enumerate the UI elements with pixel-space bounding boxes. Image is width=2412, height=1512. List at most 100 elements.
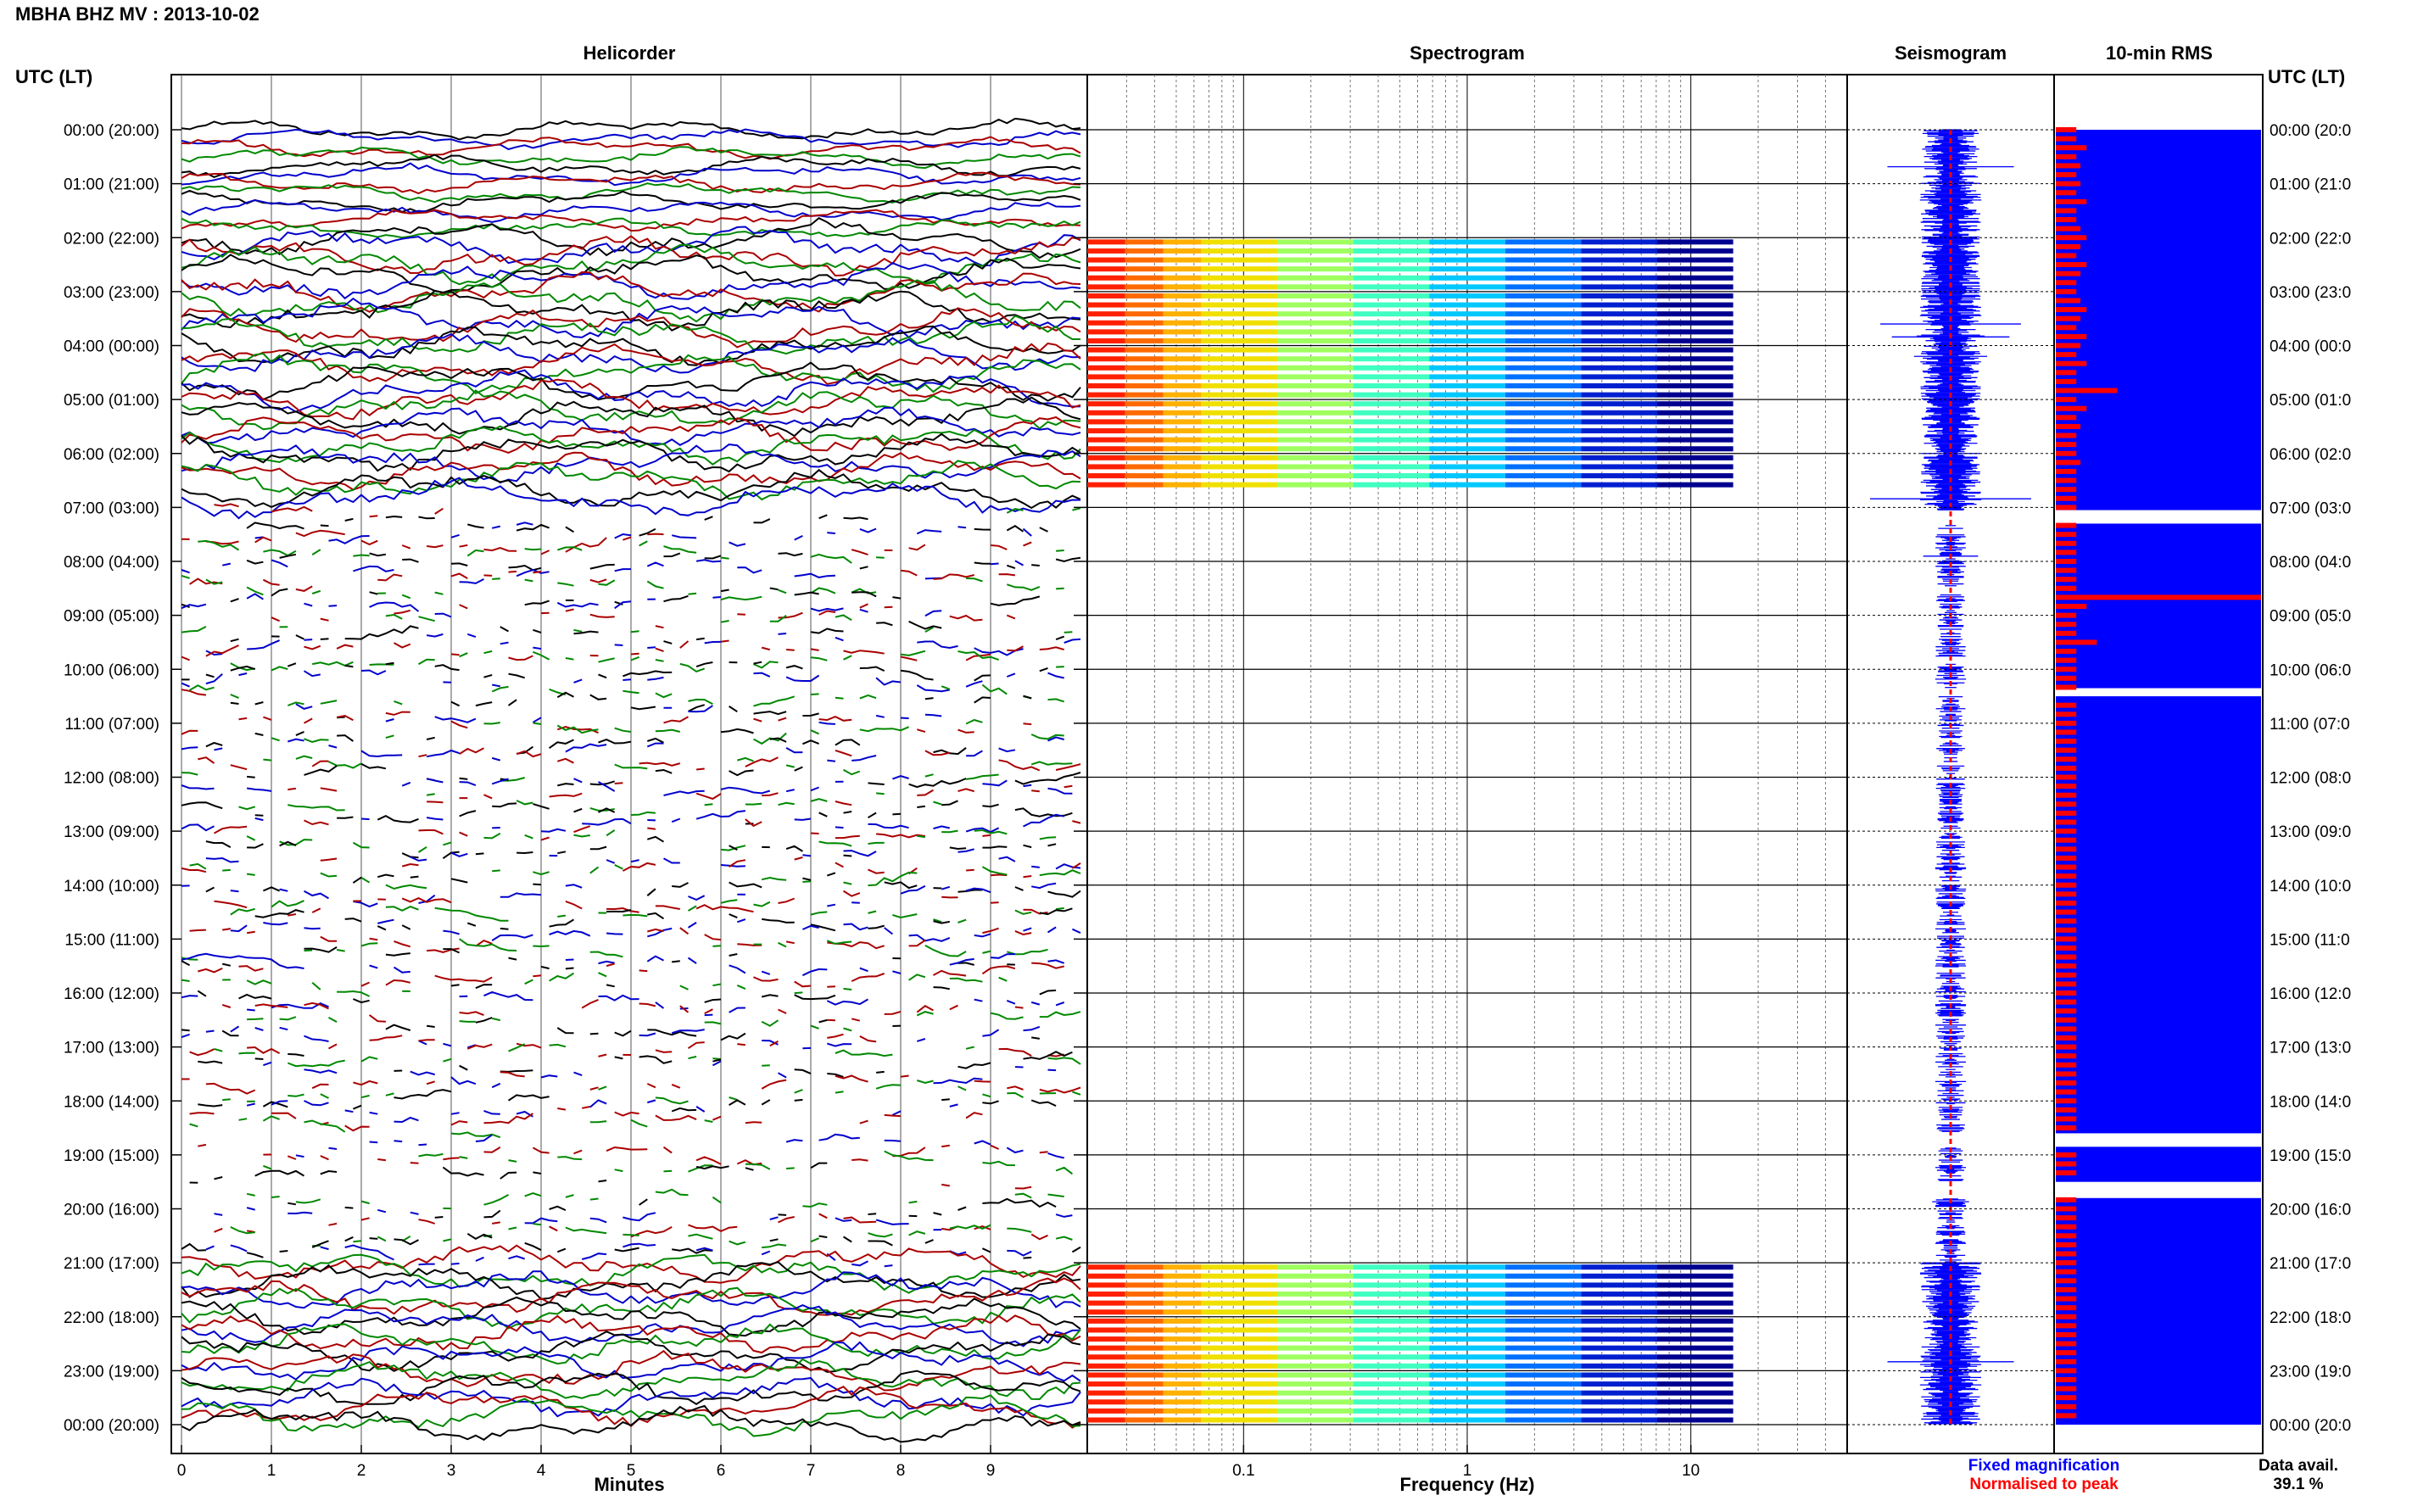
spectrogram-cell [1505,1390,1582,1396]
minute-tick-label: 4 [537,1462,546,1480]
spectrogram-cell [1163,293,1202,298]
hour-label-left: 06:00 (02:00) [64,446,159,464]
rms-bar [2056,208,2077,214]
spectrogram-cell [1353,1282,1430,1288]
helicorder-trace [205,872,1081,898]
spectrogram-cell [1277,410,1354,416]
rms-bar [2056,442,2077,448]
helicorder-trace [198,962,1064,988]
rms-bar [2056,612,2077,618]
spectrogram-cell [1353,473,1430,479]
spectrogram-cell [1429,1273,1505,1279]
spectrogram-cell [1581,1390,1657,1396]
rms-bar [2056,1044,2077,1050]
spectrogram-cell [1163,1399,1202,1405]
spectrogram-cell [1125,464,1164,470]
rms-bar [2056,882,2077,888]
rms-bar [2056,352,2077,358]
spectrogram-cell [1505,392,1582,398]
rms-bar [2056,559,2077,564]
spectrogram-cell [1657,248,1734,254]
spectrogram-cell [1657,338,1734,343]
spectrogram-cell [1277,248,1354,254]
spectrogram-cell [1581,1399,1657,1405]
helicorder-trace [295,1133,1064,1159]
spectrogram-cell [1581,248,1657,254]
hour-label-left: 03:00 (23:00) [64,284,159,302]
spectrogram-cell [1087,419,1125,425]
rms-bar [2056,1071,2077,1077]
spectrogram-cell [1581,347,1657,353]
rms-bar [2056,370,2077,376]
minute-tick-label: 0 [177,1462,187,1480]
spectrogram-cell [1087,329,1125,335]
spectrogram-cell [1125,1318,1164,1324]
spectrogram-cell [1353,1273,1430,1279]
spectrogram-cell [1657,275,1734,281]
rms-bar [2056,307,2087,313]
spectrogram-cell [1657,1354,1734,1360]
helicorder-trace [181,289,1081,332]
helicorder-trace [181,1323,1081,1365]
spectrogram-cell [1201,257,1277,263]
helicorder-trace [197,984,1057,1004]
helicorder-trace [181,189,1081,214]
hour-label-right: 10:00 (06:0 [2270,661,2351,679]
spectrogram-cell [1087,383,1125,389]
spectrogram-cell [1581,356,1657,362]
spectrogram-cell [1125,1273,1164,1279]
spectrogram-cell [1125,1354,1164,1360]
spectrogram-cell [1505,428,1582,434]
spectrogram-cell [1581,1345,1657,1351]
spectrogram-cell [1657,266,1734,272]
spectrogram-cell [1505,284,1582,290]
spectrogram-cell [1277,383,1354,389]
rms-bar [2056,450,2077,456]
rms-bar [2056,1251,2077,1257]
rms-bar [2056,487,2077,493]
rms-bar [2056,1197,2077,1202]
spectrogram-cell [1505,1399,1582,1405]
hour-label-right: 04:00 (00:0 [2270,338,2351,356]
helicorder-trace [198,1051,1073,1078]
spectrogram-cell [1657,410,1734,416]
spectrogram-cell [1657,284,1734,290]
spectrogram-cell [1581,410,1657,416]
spectrogram-cell [1201,1327,1277,1333]
rms-bar [2056,819,2077,825]
helicorder-trace [181,416,1081,454]
spectrogram-cell [1277,1390,1354,1396]
spectrogram-cell [1163,320,1202,326]
rms-bar [2056,360,2087,366]
spectrogram-cell [1505,1363,1582,1369]
spectrogram-cell [1201,1264,1277,1270]
rms-bar [2056,1206,2077,1212]
spectrogram-cell [1429,446,1505,452]
spectrogram-cell [1163,284,1202,290]
spectrogram-cell [1505,1273,1582,1279]
hour-label-left: 10:00 (06:00) [64,661,159,679]
spectrogram-cell [1505,302,1582,308]
spectrogram-cell [1581,257,1657,263]
rms-bar [2056,1260,2077,1266]
helicorder-trace [181,425,1081,466]
frequency-tick-label: 10 [1682,1462,1700,1480]
spectrogram-cell [1125,320,1164,326]
helicorder-trace [181,332,1081,374]
spectrogram-cell [1429,275,1505,281]
spectrogram-cell [1581,1363,1657,1369]
spectrogram-cell [1201,302,1277,308]
hour-label-left: 22:00 (18:00) [64,1309,159,1327]
spectrogram-cell [1657,329,1734,335]
rms-bar [2056,577,2077,583]
spectrogram-cell [1087,410,1125,416]
spectrogram-cell [1277,257,1354,263]
spectrogram-cell [1581,1327,1657,1333]
helicorder-trace [181,1304,1081,1347]
spectrogram-cell [1125,1292,1164,1297]
rms-bar [2056,1098,2077,1104]
helicorder-trace [181,297,1081,338]
spectrogram-cell [1657,437,1734,443]
hour-label-right: 00:00 (20:0 [2270,122,2351,140]
helicorder-trace [181,271,1081,313]
